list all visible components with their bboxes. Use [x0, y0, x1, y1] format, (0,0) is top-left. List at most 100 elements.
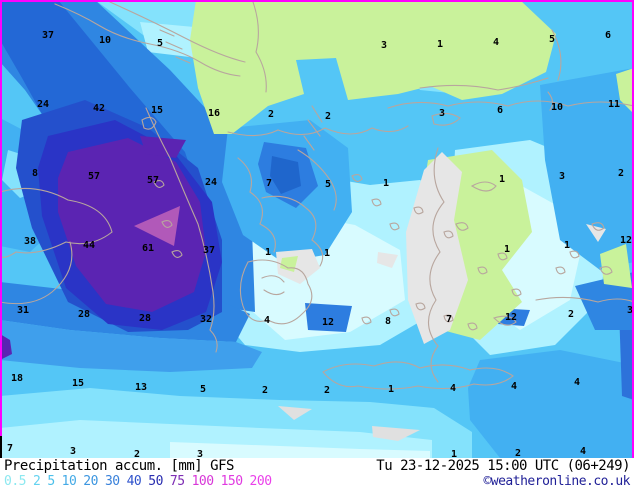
- precip-band-land-topright: [414, 0, 468, 42]
- grid-value: 3: [381, 40, 387, 51]
- legend-row-scale: 0.5 2 5 10 20 30 40 50 75 100 150 200 ©weatheronlin…: [4, 474, 630, 489]
- grid-value: 28: [139, 313, 151, 324]
- coastline-13: [322, 361, 514, 390]
- grid-value: 7: [266, 178, 272, 189]
- grid-value: 37: [42, 30, 54, 41]
- grid-value: 32: [200, 314, 212, 325]
- scale-value-150: 150: [220, 474, 243, 489]
- grid-value: 3: [559, 171, 565, 182]
- grid-value: 1: [388, 384, 394, 395]
- coastline-1: [109, 1, 246, 63]
- coastline-0: [54, 3, 241, 77]
- grid-value: 4: [574, 377, 580, 388]
- grid-value: 10: [551, 102, 563, 113]
- grid-value: 4: [580, 446, 586, 457]
- coastline-8: [252, 1, 267, 93]
- legend-bar: Precipitation accum. [mm] GFS Tu 23-12-2…: [0, 458, 634, 490]
- grid-value: 2: [134, 449, 140, 458]
- precipitation-map-canvas: 37 10 5 3 1 4 5 624 42 15 16 2 2 3 6 10 118 57 57 24 7 5 1 1 3 23…: [0, 0, 634, 458]
- coastline-6: [227, 125, 409, 137]
- coastline-12: [239, 259, 313, 325]
- grid-value: 3: [439, 108, 445, 119]
- coastline-5: [141, 116, 157, 130]
- grid-value: 8: [385, 316, 391, 327]
- scale-value-5: 5: [47, 474, 55, 489]
- precip-band-land-bit-e2: [600, 244, 632, 288]
- precip-band-dry-island-e: [586, 224, 606, 242]
- grid-value: 6: [605, 30, 611, 41]
- precip-band-dry-cyclades: [377, 252, 398, 268]
- precip-band-dry-turkey-coast: [406, 152, 468, 344]
- coastline-2: [159, 29, 191, 64]
- coastline-10: [237, 157, 324, 267]
- grid-value: 5: [325, 179, 331, 190]
- map-border-left: [0, 0, 2, 436]
- precip-band-land-balkans: [190, 0, 556, 134]
- grid-value: 12: [505, 312, 517, 323]
- precip-band-south-10-20: [0, 320, 262, 372]
- grid-value: 4: [511, 381, 517, 392]
- grid-value: 1: [451, 449, 457, 458]
- grid-value: 2: [324, 385, 330, 396]
- copyright-label: ©weatheronline.co.uk: [483, 474, 630, 489]
- precip-band-dry-sea-1: [372, 426, 420, 441]
- grid-value: 8: [32, 168, 38, 179]
- grid-value: 15: [72, 378, 84, 389]
- grid-value: 2: [568, 309, 574, 320]
- grid-value: 37: [203, 245, 215, 256]
- precip-band-land-bit-e1: [616, 68, 634, 114]
- precip-band-bottom-trace: [170, 442, 430, 458]
- coastline-15: [427, 147, 445, 383]
- grid-value: 3: [70, 446, 76, 457]
- grid-value: 24: [205, 177, 217, 188]
- grid-value: 57: [88, 171, 100, 182]
- grid-value: 1: [265, 247, 271, 258]
- map-border-top: [0, 0, 634, 2]
- precip-band-se-10-20: [468, 350, 634, 458]
- grid-value: 7: [7, 443, 13, 454]
- map-border-right: [632, 0, 634, 458]
- precip-band-central-30-40: [270, 156, 301, 194]
- grid-value: 31: [17, 305, 29, 316]
- precip-band-dry-sea-2: [278, 406, 312, 420]
- forecast-datetime: Tu 23-12-2025 15:00 UTC (06+249): [376, 458, 630, 474]
- grid-value: 7: [446, 314, 452, 325]
- grid-value: 57: [147, 175, 159, 186]
- precipitation-map: 37 10 5 3 1 4 5 6 24 42 15 16 2 2 3 6 10 11 8 57 57 24 7 5 1 1 3 2 3…: [0, 0, 634, 458]
- grid-value: 5: [200, 384, 206, 395]
- precip-band-croatia-05-2: [140, 22, 205, 58]
- coastline-16: [535, 296, 634, 303]
- coastline-18: [153, 179, 183, 258]
- precip-band-ionian-100-150: [134, 206, 180, 246]
- grid-value: 1: [383, 178, 389, 189]
- coastline-4: [145, 107, 218, 353]
- legend-row-title: Precipitation accum. [mm] GFS Tu 23-12-2…: [4, 459, 630, 474]
- scale-value-2: 2: [32, 474, 41, 489]
- scale-value-40: 40: [126, 474, 142, 489]
- grid-value: 44: [83, 240, 95, 251]
- grid-value: 1: [504, 244, 510, 255]
- grid-value: 28: [78, 309, 90, 320]
- coastline-19: [591, 222, 613, 275]
- grid-value: 13: [135, 382, 147, 393]
- grid-value: 4: [493, 37, 499, 48]
- scale-value-10: 10: [61, 474, 77, 489]
- scale-value-100: 100: [191, 474, 214, 489]
- coastline-9: [419, 29, 562, 91]
- precip-band-ne-10-20: [540, 68, 634, 270]
- grid-value: 1: [437, 39, 443, 50]
- grid-value: 38: [24, 236, 36, 247]
- grid-value: 6: [497, 105, 503, 116]
- scale-value-20: 20: [83, 474, 98, 489]
- grid-value: 12: [620, 235, 632, 246]
- grid-value: 2: [618, 168, 624, 179]
- scale-value-75: 75: [169, 474, 185, 489]
- grid-value: 2: [515, 448, 521, 458]
- grid-value: 42: [93, 103, 105, 114]
- grid-value: 16: [208, 108, 220, 119]
- scale-value-200: 200: [249, 474, 272, 489]
- coastline-3: [0, 187, 113, 305]
- coastline-7: [303, 105, 323, 151]
- grid-value: 11: [608, 99, 620, 110]
